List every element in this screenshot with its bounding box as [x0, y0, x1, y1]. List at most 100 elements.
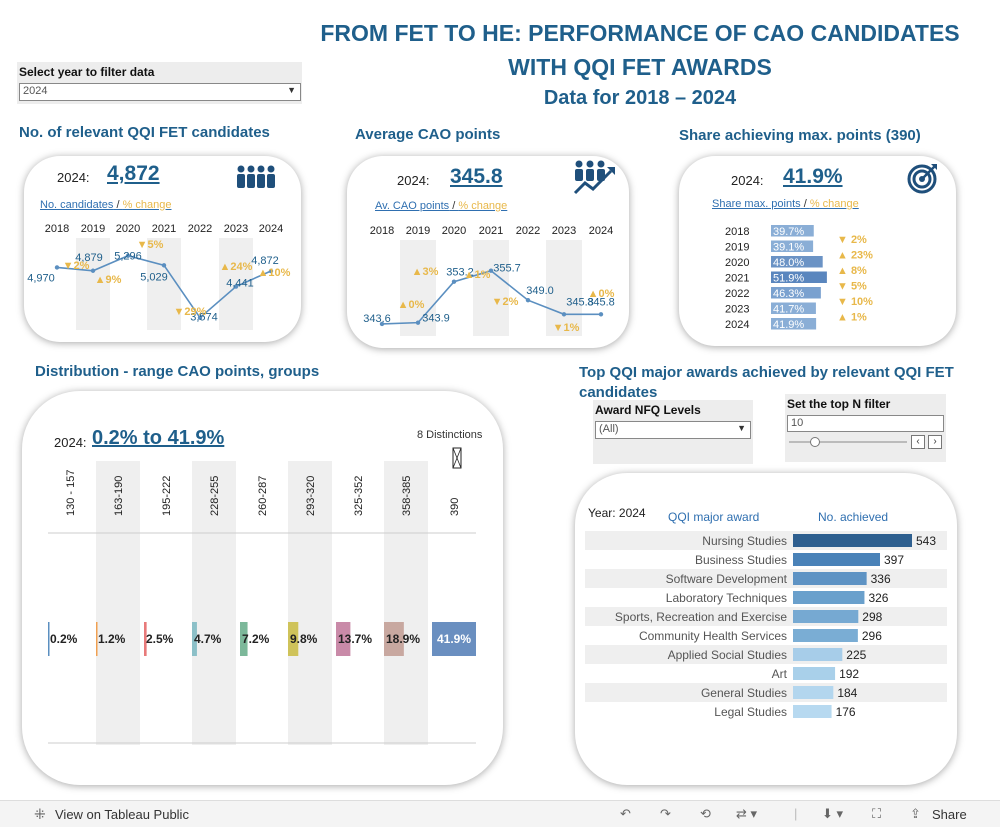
award-label: Laboratory Techniques — [666, 591, 787, 605]
row-band — [585, 683, 947, 702]
topn-input[interactable]: 10 — [787, 415, 944, 432]
bar-value-label: 39.1% — [773, 242, 804, 254]
card3-sub-sep: / — [800, 198, 810, 210]
bar-value-label: 192 — [839, 667, 859, 681]
target-icon — [907, 162, 939, 199]
point-label: 345.8 — [566, 296, 594, 308]
point-label: 353.2 — [446, 267, 474, 279]
download-icon[interactable]: ⬇ ▾ — [822, 806, 844, 821]
topn-increment-button[interactable]: › — [928, 435, 942, 449]
card1-subtitle-link[interactable]: No. candidates / % change — [40, 199, 172, 211]
revert-icon[interactable]: ⟲ — [700, 806, 711, 821]
change-label: ▲ 8% — [837, 265, 867, 277]
card1-year: 2024: — [57, 170, 90, 185]
topn-input-value: 10 — [791, 417, 804, 429]
bar — [771, 271, 827, 283]
bar-value-label: 326 — [868, 591, 888, 605]
card3-subtitle-link[interactable]: Share max. points / % change — [712, 198, 859, 210]
point-label: 345.8 — [587, 296, 615, 308]
change-label: ▼ 2% — [837, 234, 867, 246]
point-label: 343.9 — [422, 313, 450, 325]
range-label: 260-287 — [257, 476, 269, 516]
title-line-2: WITH QQI FET AWARDS — [508, 54, 772, 80]
tableau-toolbar: ⁜ View on Tableau Public ↶ ↷ ⟲ ⇄ ▾ | ⬇ ▾… — [0, 800, 1000, 827]
row-band — [585, 645, 947, 664]
awards-bar-chart: Nursing Studies 543 Business Studies 397 Sof… — [585, 531, 947, 719]
award-label: Legal Studies — [714, 705, 787, 719]
card5-year: Year: 2024 — [588, 506, 646, 520]
candidates-line-chart: 2018 2019 2020 2021 2022 2023 2024 4,970 4,879 5,… — [27, 223, 291, 330]
change-label: ▲9% — [95, 274, 122, 286]
card3-year: 2024: — [731, 173, 764, 188]
year-select[interactable]: 2024 ▼ — [19, 83, 301, 101]
year-band — [400, 240, 436, 336]
bar-value-label: 296 — [862, 629, 882, 643]
data-point — [488, 268, 494, 273]
point-label: 5,029 — [140, 271, 168, 283]
range-label: 325-352 — [353, 476, 365, 516]
topn-slider-track[interactable] — [789, 441, 907, 443]
title-line-1: FROM FET TO HE: PERFORMANCE OF CAO CANDI… — [320, 20, 960, 46]
bar — [771, 240, 814, 252]
year-label: 2019 — [725, 242, 749, 254]
column-band — [96, 461, 140, 745]
data-point — [598, 312, 604, 317]
card4-value: 0.2% to 41.9% — [92, 427, 225, 449]
year-band — [76, 238, 110, 330]
data-point — [197, 315, 203, 320]
card3-sub-main: Share max. points — [712, 198, 801, 210]
card1-title: No. of relevant QQI FET candidates — [19, 124, 270, 141]
nfq-filter-label: Award NFQ Levels — [595, 403, 701, 417]
topn-slider-handle[interactable] — [810, 437, 820, 447]
fullscreen-icon[interactable]: ⛶ — [872, 806, 882, 821]
bar — [771, 287, 821, 299]
data-point — [125, 253, 131, 258]
chevron-down-icon: ▼ — [737, 423, 746, 433]
card2-sub-sep: / — [449, 200, 459, 212]
year-band — [219, 238, 253, 330]
bar-value-label: 13.7% — [338, 632, 372, 646]
share-button[interactable]: Share — [932, 807, 967, 822]
distribution-bar-chart: 130 - 157 163-190 195-222 228-255 260-287 293… — [48, 447, 476, 745]
year-label: 2021 — [152, 223, 176, 235]
year-label: 2024 — [589, 225, 613, 237]
year-band — [473, 240, 509, 336]
data-point — [415, 320, 421, 325]
bar-value-label: 41.7% — [773, 304, 804, 316]
change-label: ▼1% — [553, 322, 580, 334]
col-header-award: QQI major award — [668, 510, 760, 524]
bar — [240, 622, 248, 656]
bar — [771, 256, 823, 268]
redo-icon[interactable]: ↷ — [660, 806, 671, 821]
card2-value: 345.8 — [450, 165, 503, 188]
bar-value-label: 48.0% — [773, 257, 804, 269]
undo-icon[interactable]: ↶ — [620, 806, 631, 821]
bar-value-label: 2.5% — [146, 632, 174, 646]
change-label: ▲0% — [588, 288, 615, 300]
bar-value-label: 176 — [836, 705, 856, 719]
topn-filter-label: Set the top N filter — [787, 397, 891, 411]
bar-value-label: 41.9% — [437, 632, 471, 646]
point-label: 4,441 — [226, 278, 254, 290]
year-filter-label: Select year to filter data — [19, 65, 155, 79]
bar — [793, 629, 858, 642]
range-label: 195-222 — [161, 476, 173, 516]
people-group-icon — [236, 164, 276, 195]
data-point — [161, 263, 167, 268]
bar-value-label: 4.7% — [194, 632, 222, 646]
refresh-icon[interactable]: ⇄ ▾ — [736, 806, 758, 821]
bar-value-label: 46.3% — [773, 288, 804, 300]
awards-card: Year: 2024 QQI major award No. achieved … — [575, 473, 957, 785]
distinction-marker-cross — [452, 447, 462, 469]
year-label: 2023 — [725, 304, 749, 316]
year-label: 2018 — [725, 226, 749, 238]
nfq-select[interactable]: (All) ▼ — [595, 421, 751, 439]
bar — [793, 705, 832, 718]
data-point — [233, 284, 239, 289]
card2-subtitle-link[interactable]: Av. CAO points / % change — [375, 200, 507, 212]
topn-decrement-button[interactable]: ‹ — [911, 435, 925, 449]
view-on-tableau-link[interactable]: View on Tableau Public — [55, 807, 189, 822]
range-label: 390 — [449, 498, 461, 516]
nfq-filter: Award NFQ Levels (All) ▼ — [593, 400, 753, 464]
share-icon[interactable]: ⇪ — [910, 806, 921, 821]
